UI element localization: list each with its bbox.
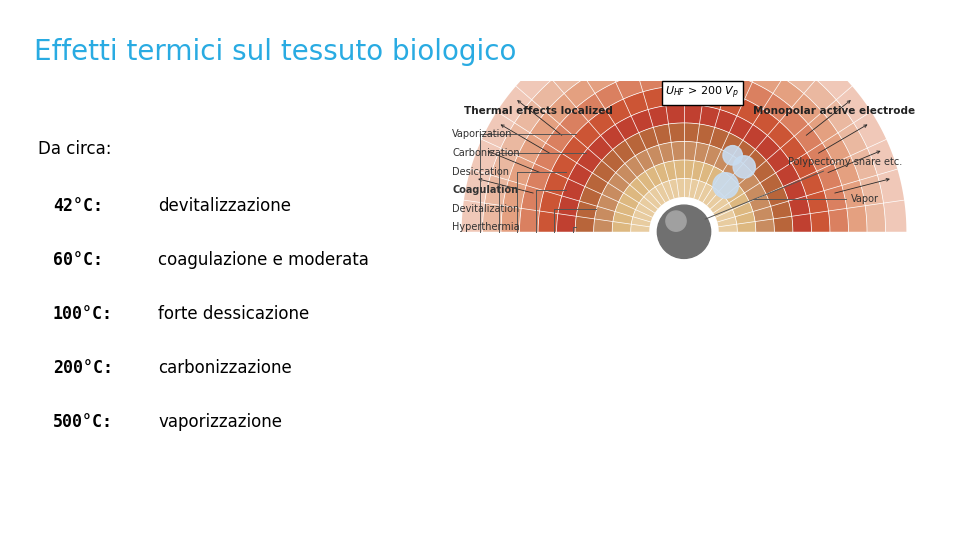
Text: Monopolar active electrode: Monopolar active electrode xyxy=(754,106,916,116)
Text: devitalizzazione: devitalizzazione xyxy=(158,197,292,215)
Text: $U_{HF}$ > 200 $V_p$: $U_{HF}$ > 200 $V_p$ xyxy=(665,85,739,101)
Text: Desiccation: Desiccation xyxy=(452,166,510,177)
Text: Da circa:: Da circa: xyxy=(38,140,112,158)
Text: 42°C:: 42°C: xyxy=(53,197,103,215)
Text: Thermal effects localized: Thermal effects localized xyxy=(464,106,612,116)
Polygon shape xyxy=(462,9,906,232)
Text: Effetti termici sul tessuto biologico: Effetti termici sul tessuto biologico xyxy=(34,38,516,66)
Text: Vaporization: Vaporization xyxy=(452,130,513,139)
Polygon shape xyxy=(483,30,885,232)
Circle shape xyxy=(666,211,686,231)
Text: 200°C:: 200°C: xyxy=(53,359,113,377)
Text: Polypectomy snare etc.: Polypectomy snare etc. xyxy=(705,157,902,219)
Text: Hyperthermia: Hyperthermia xyxy=(452,222,520,232)
Polygon shape xyxy=(575,123,793,232)
Polygon shape xyxy=(538,86,830,232)
Text: Coagulation: Coagulation xyxy=(452,185,518,195)
Polygon shape xyxy=(557,104,811,232)
Text: coagulazione e moderata: coagulazione e moderata xyxy=(158,251,370,269)
Circle shape xyxy=(733,156,756,178)
Text: 100°C:: 100°C: xyxy=(53,305,113,323)
Text: 60°C:: 60°C: xyxy=(53,251,103,269)
Circle shape xyxy=(723,146,742,165)
Text: Devitalization: Devitalization xyxy=(452,204,519,214)
Polygon shape xyxy=(631,179,737,232)
Polygon shape xyxy=(501,49,867,232)
Polygon shape xyxy=(612,160,756,232)
Circle shape xyxy=(658,205,710,259)
Text: vaporizzazione: vaporizzazione xyxy=(158,413,282,431)
Text: Carbonization: Carbonization xyxy=(452,148,520,158)
Text: 500°C:: 500°C: xyxy=(53,413,113,431)
Text: carbonizzazione: carbonizzazione xyxy=(158,359,292,377)
Circle shape xyxy=(713,173,738,198)
Text: Vapor: Vapor xyxy=(851,194,878,204)
Polygon shape xyxy=(519,68,849,232)
Text: forte dessicazione: forte dessicazione xyxy=(158,305,310,323)
Polygon shape xyxy=(593,141,775,232)
